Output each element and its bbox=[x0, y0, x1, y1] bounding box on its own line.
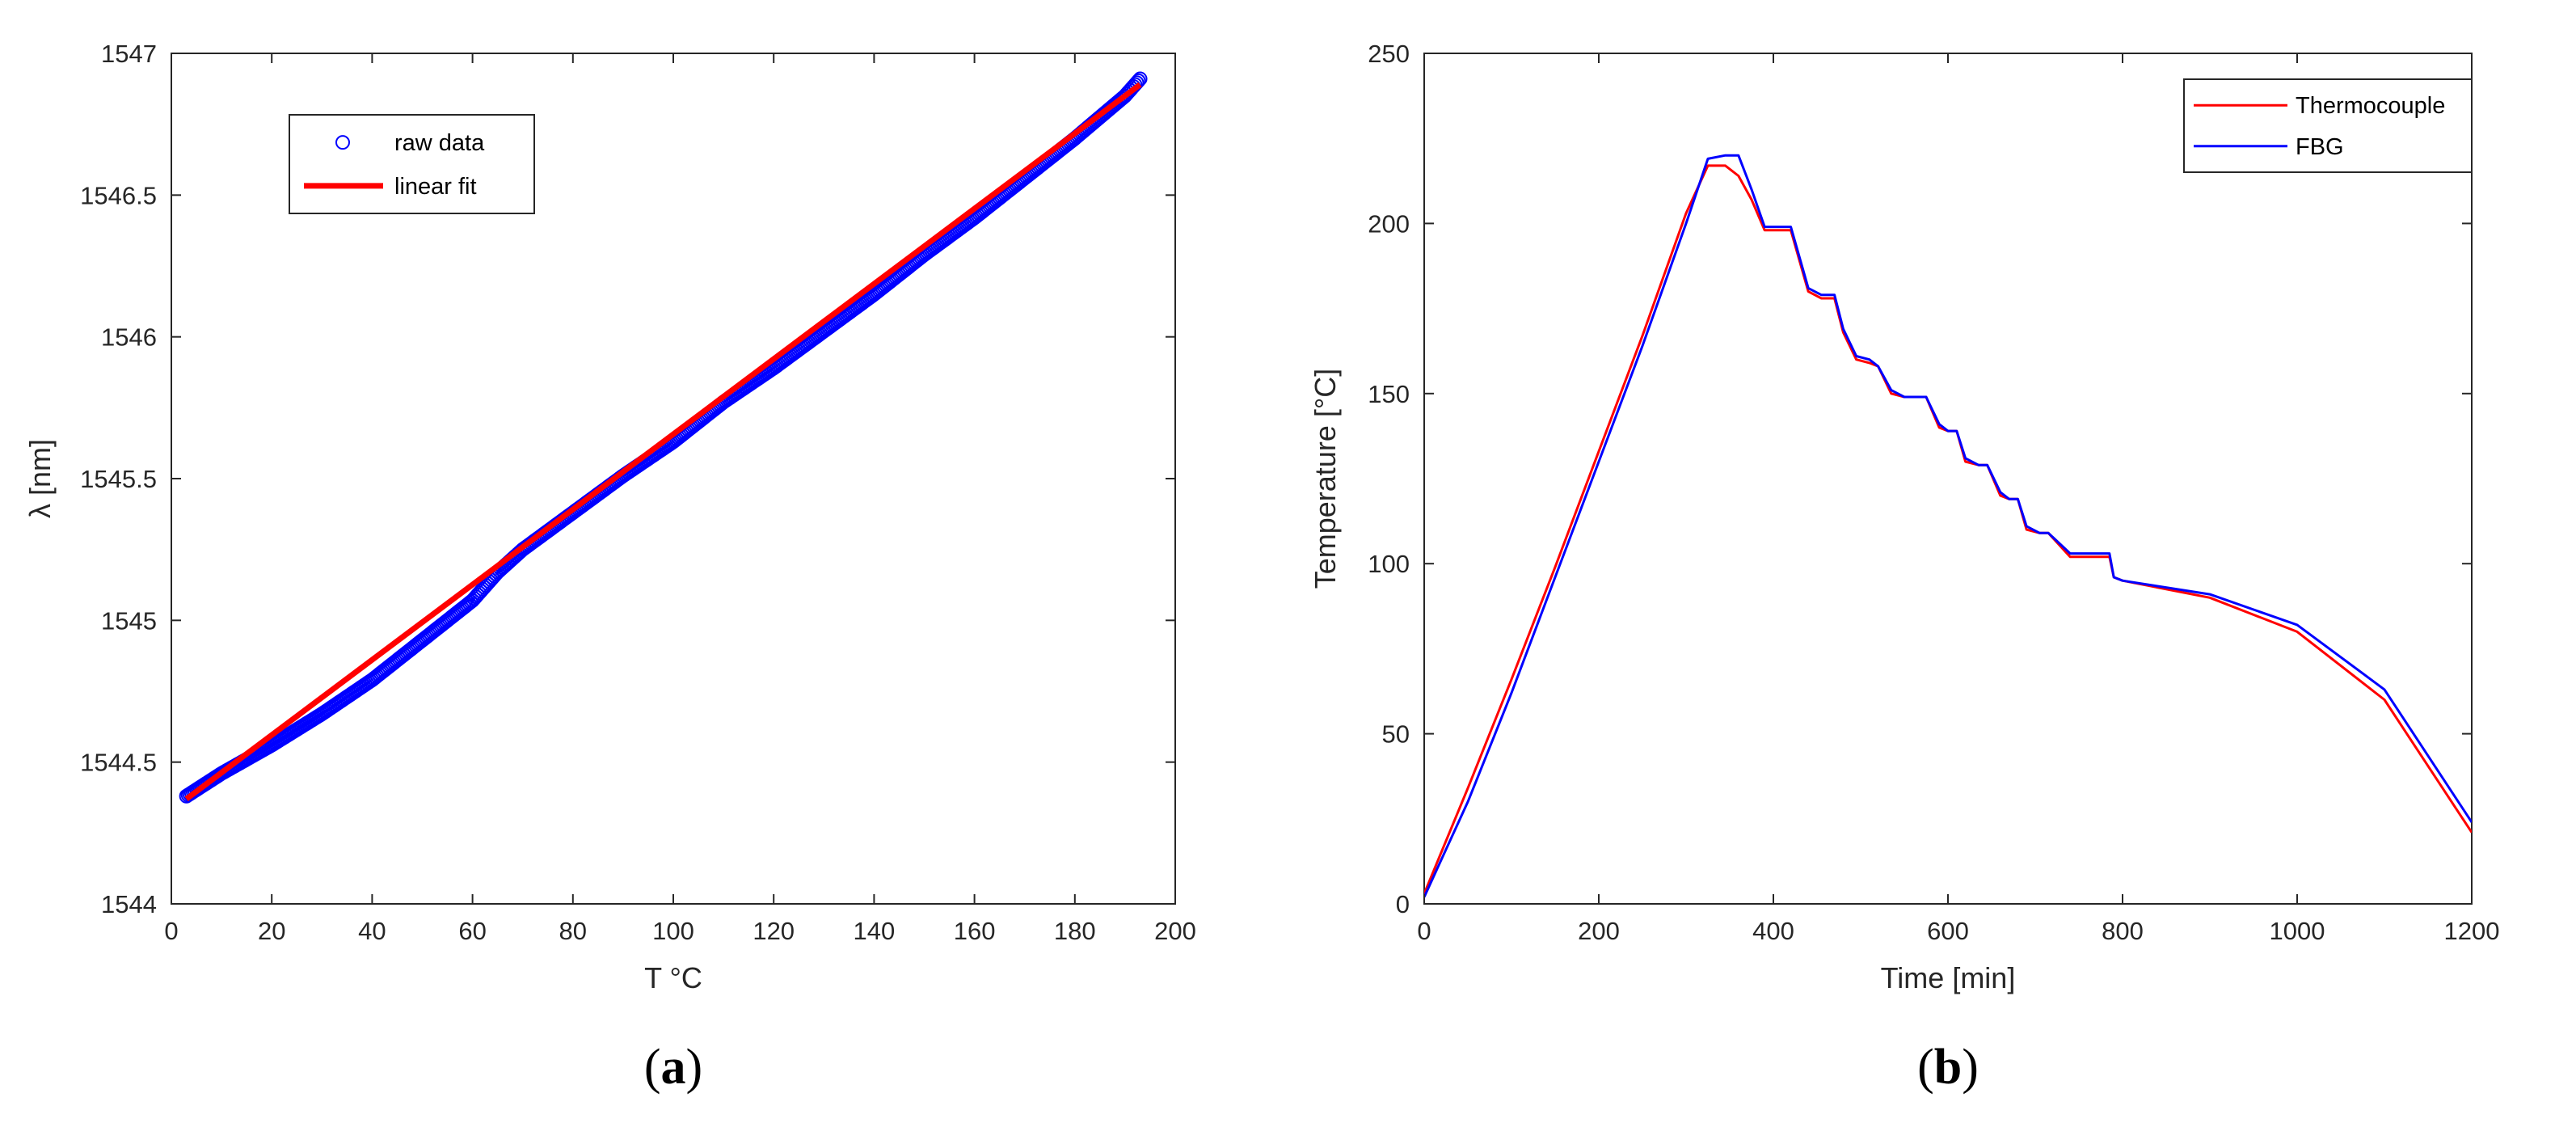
series-linear-fit bbox=[184, 82, 1142, 802]
legend: raw data linear fit bbox=[289, 114, 535, 214]
y-tick-label: 1544 bbox=[101, 890, 157, 918]
x-tick-label: 40 bbox=[358, 917, 386, 945]
x-tick-label: 600 bbox=[1927, 917, 1969, 945]
legend-label: FBG bbox=[2296, 134, 2344, 160]
legend-marker-raw-data bbox=[335, 135, 350, 150]
y-tick-label: 1547 bbox=[101, 40, 157, 68]
legend-label: linear fit bbox=[394, 174, 477, 200]
y-tick-label: 1545.5 bbox=[80, 465, 157, 493]
y-tick-label: 1544.5 bbox=[80, 749, 157, 777]
axes-box bbox=[1423, 53, 2473, 905]
y-tick-label: 200 bbox=[1368, 209, 1410, 238]
x-tick-label: 80 bbox=[559, 917, 587, 945]
chart-panel-b: 0 200 400 600 800 1000 1200 0 50 100 150 200 250 Time… bbox=[1309, 40, 2499, 1095]
plot-area bbox=[1424, 154, 2472, 898]
panel-label-close: ) bbox=[686, 1040, 703, 1095]
x-axis-label: Time [min] bbox=[1881, 961, 2016, 994]
series-fbg bbox=[1424, 154, 2472, 898]
x-tick-label: 200 bbox=[1154, 917, 1196, 945]
x-tick-label: 1000 bbox=[2270, 917, 2325, 945]
plot-area bbox=[179, 71, 1148, 804]
x-tick-label: 0 bbox=[164, 917, 178, 945]
x-tick-label: 20 bbox=[258, 917, 285, 945]
x-tick-label: 400 bbox=[1752, 917, 1794, 945]
x-tick-label: 160 bbox=[954, 917, 996, 945]
x-tick-label: 800 bbox=[2102, 917, 2144, 945]
y-tick-label: 1546.5 bbox=[80, 181, 157, 209]
y-axis-label: λ [nm] bbox=[23, 439, 57, 518]
x-tick-label: 0 bbox=[1417, 917, 1431, 945]
x-tick-label: 180 bbox=[1054, 917, 1096, 945]
legend-label: raw data bbox=[394, 130, 485, 156]
panel-label-open: ( bbox=[644, 1040, 661, 1095]
y-tick-label: 1546 bbox=[101, 323, 157, 352]
panel-label-close: ) bbox=[1962, 1040, 1979, 1095]
x-tick-label: 60 bbox=[458, 917, 486, 945]
x-tick-label: 100 bbox=[652, 917, 694, 945]
panel-label-open: ( bbox=[1917, 1040, 1934, 1095]
y-tick-label: 250 bbox=[1368, 40, 1410, 68]
panel-label: (a) bbox=[644, 1040, 702, 1095]
legend: Thermocouple FBG bbox=[2183, 78, 2473, 173]
legend-box bbox=[2183, 78, 2473, 173]
y-tick-label: 50 bbox=[1382, 720, 1410, 749]
panel-label-letter: b bbox=[1934, 1040, 1962, 1095]
y-tick-label: 0 bbox=[1396, 890, 1410, 918]
x-tick-label: 1200 bbox=[2444, 917, 2500, 945]
y-axis-label: Temperature [°C] bbox=[1309, 369, 1342, 589]
x-axis-label: T °C bbox=[644, 961, 702, 994]
x-tick-label: 120 bbox=[753, 917, 795, 945]
legend-label: Thermocouple bbox=[2296, 93, 2445, 119]
panel-label-letter: a bbox=[661, 1040, 686, 1095]
legend-box bbox=[289, 114, 535, 214]
y-tick-label: 100 bbox=[1368, 550, 1410, 578]
y-tick-label: 150 bbox=[1368, 380, 1410, 408]
x-tick-label: 200 bbox=[1578, 917, 1620, 945]
panel-label: (b) bbox=[1917, 1040, 1979, 1095]
y-tick-label: 1545 bbox=[101, 606, 157, 635]
chart-panel-a: 0 20 40 60 80 100 120 140 160 180 200 1544 1544.5 154… bbox=[23, 40, 1196, 1095]
x-tick-label: 140 bbox=[854, 917, 896, 945]
